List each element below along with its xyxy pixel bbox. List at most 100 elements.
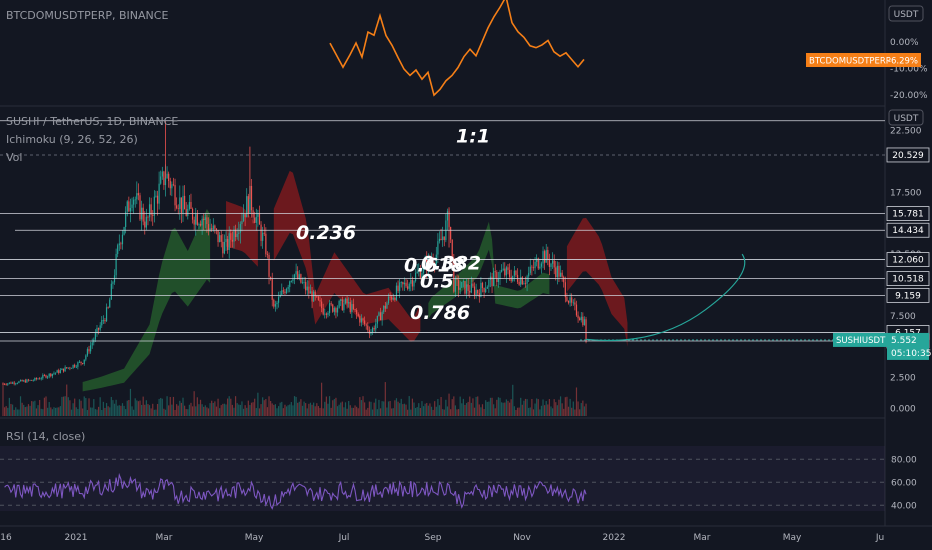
candle-body [290, 280, 292, 282]
volume-bar [419, 407, 421, 416]
volume-bar [48, 402, 50, 416]
volume-bar [583, 406, 586, 416]
candle-body [566, 297, 568, 302]
candle-body [364, 320, 366, 325]
volume-bar [465, 403, 468, 416]
volume-bar [410, 409, 412, 416]
candle-body [212, 225, 214, 230]
volume-bar [556, 405, 558, 416]
candle-body [217, 230, 219, 243]
candle-body [139, 195, 141, 220]
volume-bar [241, 401, 243, 416]
btcdom-unit-box: USDT [888, 5, 924, 22]
volume-bar [209, 403, 211, 416]
volume-bar [174, 409, 176, 416]
price-level-badge [886, 206, 930, 222]
candle-body [416, 271, 418, 274]
candle-body [394, 298, 396, 300]
candle-body [579, 318, 581, 321]
volume-bar [497, 397, 500, 416]
volume-bar [316, 403, 318, 416]
candle-body [59, 370, 61, 373]
volume-bar [313, 402, 315, 416]
volume-bar [225, 404, 227, 416]
candle-body [437, 241, 439, 255]
volume-bar [61, 396, 63, 416]
volume-bar [293, 396, 296, 416]
candle-body [580, 316, 582, 321]
volume-bar [53, 407, 55, 416]
candle-body [370, 332, 372, 334]
volume-bar [512, 384, 514, 416]
candle-body [201, 219, 203, 226]
candle-body [494, 271, 496, 273]
volume-bar [228, 396, 230, 416]
volume-bar [424, 403, 426, 416]
volume-bar [117, 405, 119, 416]
volume-bar [539, 409, 541, 416]
candle-body [233, 229, 235, 242]
candle-body [306, 286, 308, 291]
candle-body [77, 362, 79, 367]
volume-bar [166, 396, 168, 416]
candle-body [577, 315, 579, 319]
candle-body [515, 270, 517, 275]
rsi-tick: 40.00 [891, 501, 917, 511]
volume-bar [40, 408, 42, 416]
volume-bar [131, 406, 133, 416]
volume-bar [99, 397, 101, 416]
volume-bar [270, 400, 272, 416]
volume-bar [298, 401, 300, 416]
volume-bar [2, 382, 4, 416]
volume-bar [105, 403, 108, 416]
volume-bar [190, 402, 192, 416]
candle-body [319, 300, 321, 302]
volume-bar [27, 404, 30, 416]
volume-bar [391, 408, 393, 416]
candle-body [78, 361, 81, 363]
volume-bar [469, 396, 471, 416]
volume-bar [336, 406, 339, 416]
candle-body [367, 325, 369, 331]
candle-body [405, 282, 407, 287]
candle-body [564, 282, 566, 298]
candle-body [244, 214, 246, 218]
candle-body [400, 282, 402, 283]
time-tick: May [245, 533, 264, 543]
volume-bar [233, 407, 235, 416]
candle-body [219, 235, 221, 243]
volume-bar [11, 404, 14, 416]
volume-bar [83, 396, 85, 416]
candle-body [488, 279, 490, 287]
volume-bar [505, 399, 507, 416]
candle-body [387, 296, 390, 304]
candle-body [230, 233, 232, 240]
volume-bar [217, 398, 219, 416]
volume-bar [184, 405, 186, 416]
candle-body [133, 199, 135, 205]
candle-body [168, 173, 170, 182]
volume-bar [66, 384, 68, 416]
volume-bar [180, 402, 183, 416]
volume-bar [140, 404, 143, 416]
volume-bar [187, 409, 189, 416]
candle-body [478, 293, 480, 297]
candle-body [2, 383, 4, 385]
volume-bar [580, 403, 582, 416]
volume-bar [250, 402, 253, 416]
volume-bar [461, 403, 463, 416]
candle-body [80, 361, 82, 364]
volume-bar [67, 397, 69, 416]
btcdom-legend: BTCDOMUSDTPERP, BINANCE [6, 9, 168, 22]
candle-body [62, 368, 65, 372]
candle-body [99, 325, 101, 330]
candle-body [501, 270, 503, 272]
time-tick: Mar [156, 533, 173, 543]
candle-body [317, 296, 320, 301]
volume-bar [160, 397, 162, 416]
candle-body [50, 373, 52, 377]
candle-body [182, 195, 184, 213]
candle-body [407, 286, 409, 289]
candle-body [121, 234, 124, 245]
